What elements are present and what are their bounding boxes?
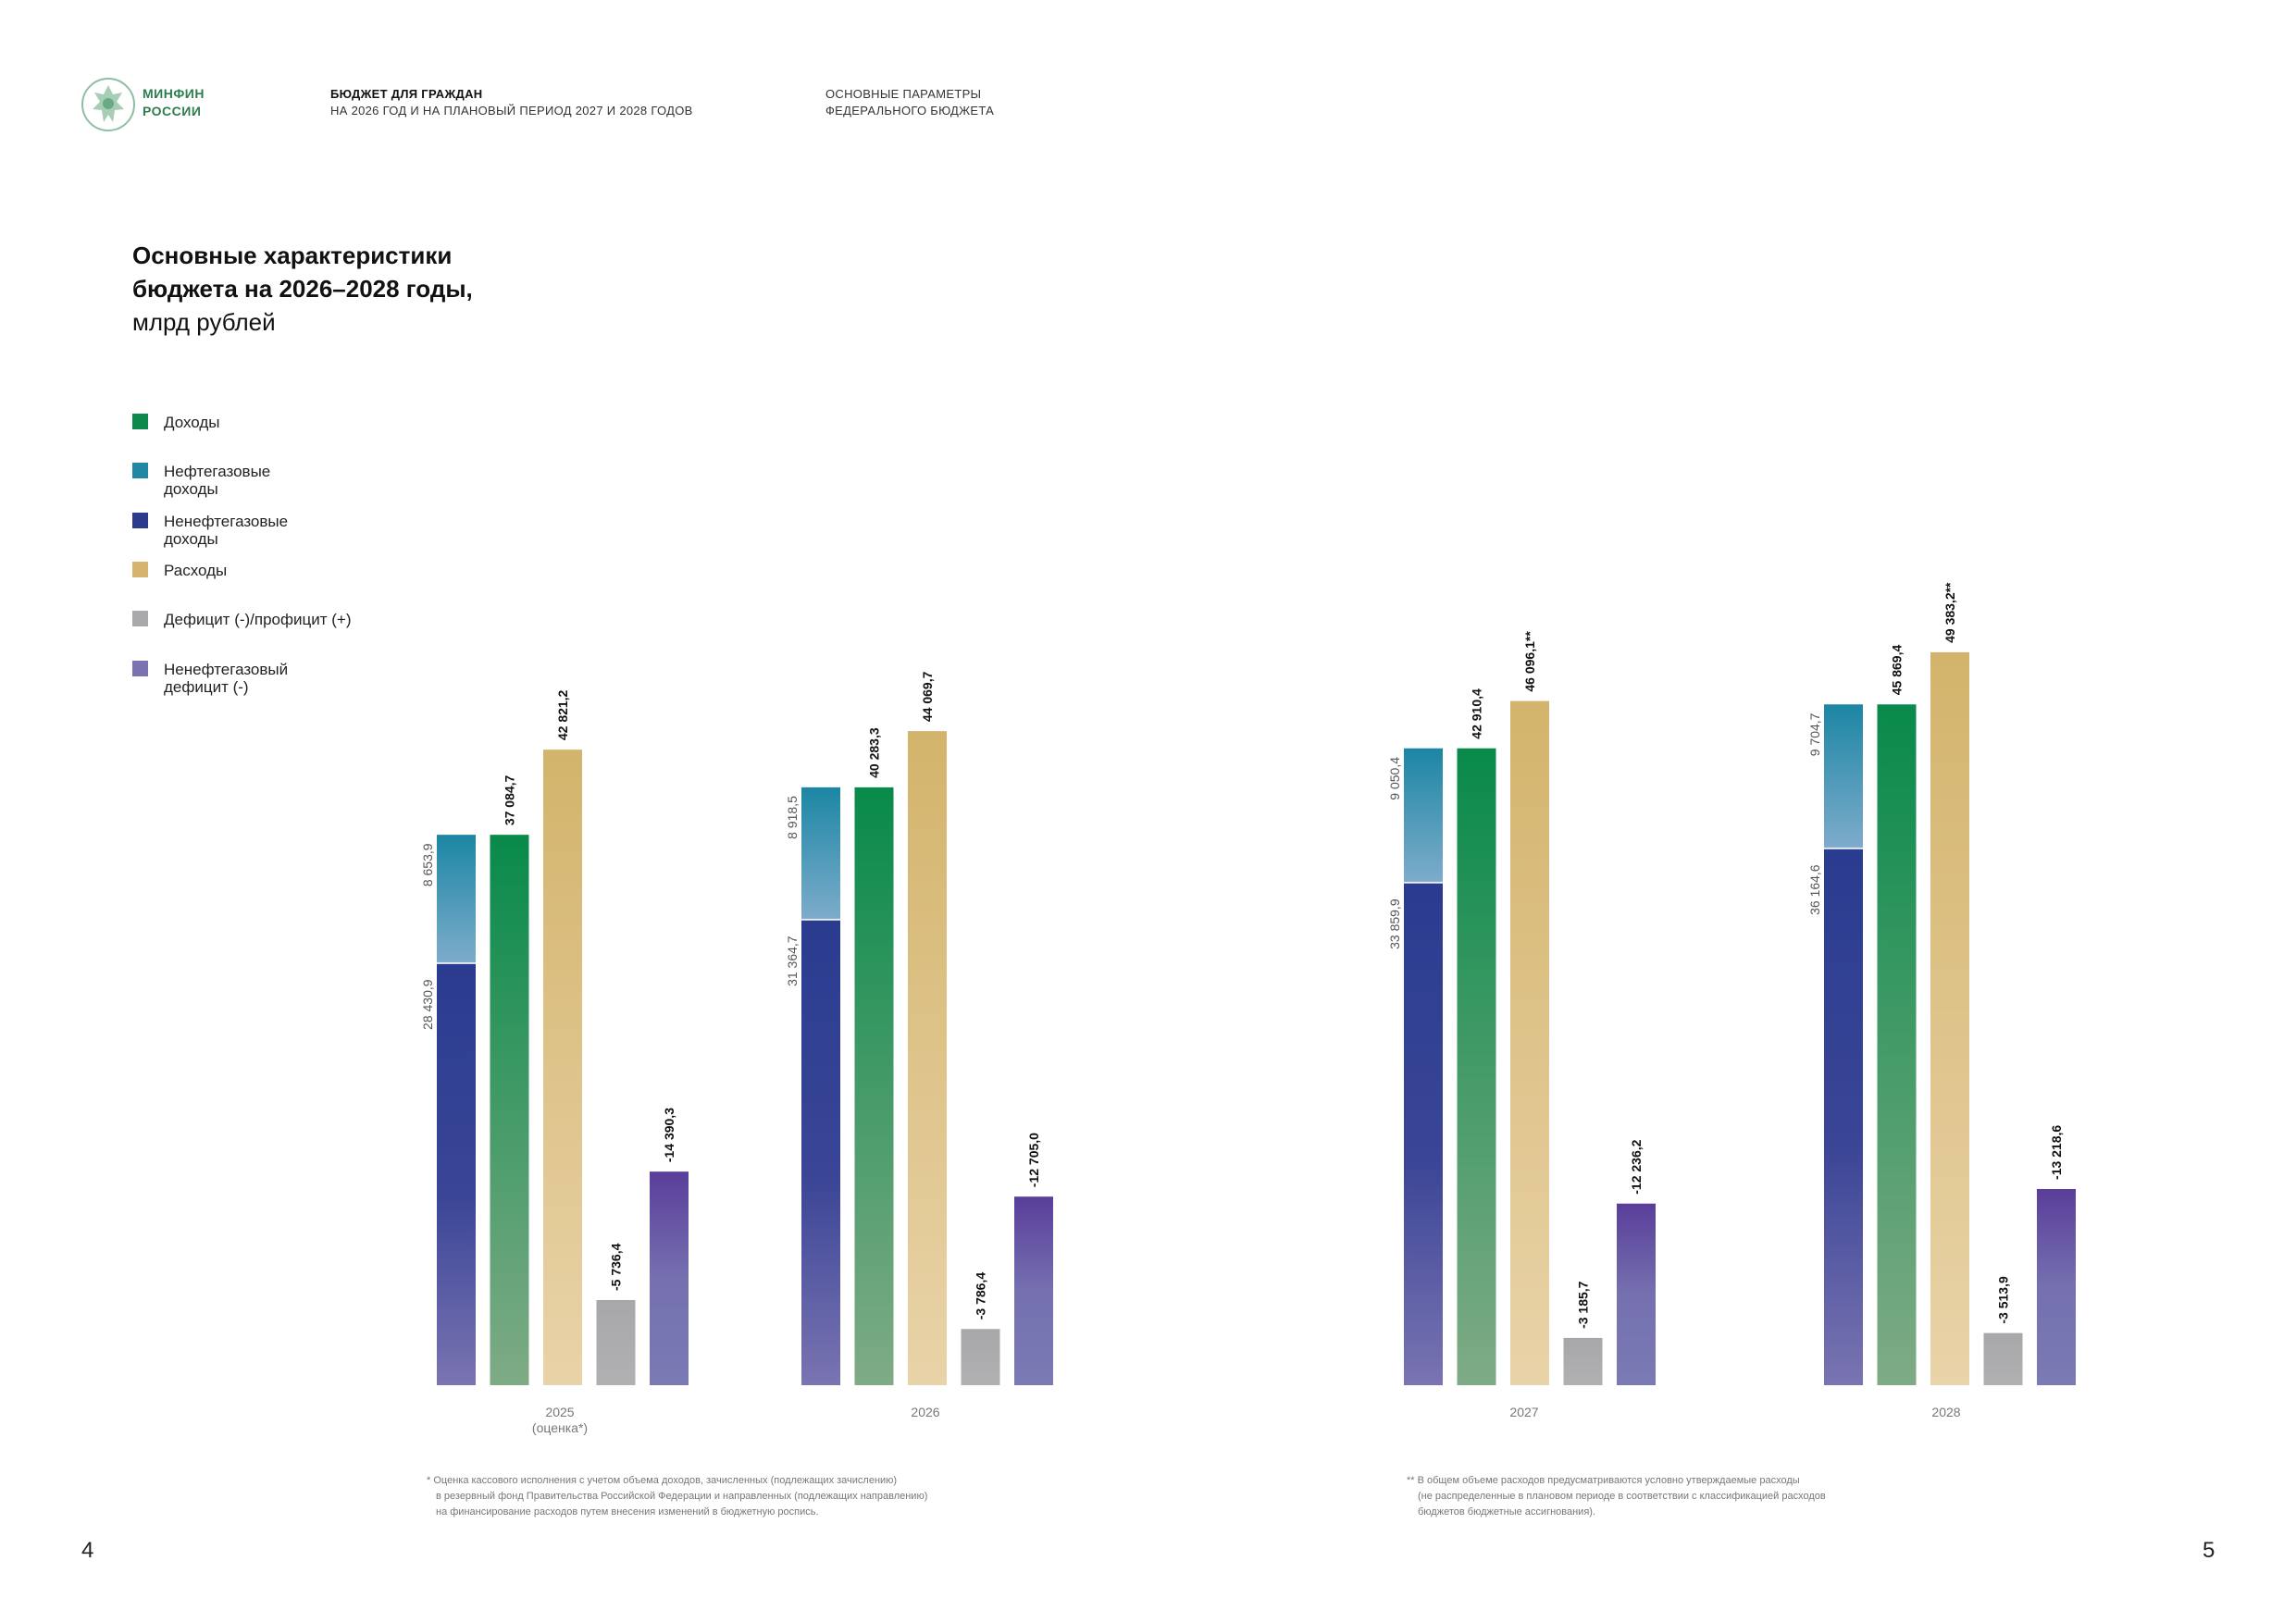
- footnote-line: ** В общем объеме расходов предусматрива…: [1407, 1475, 1800, 1486]
- org-name: МИНФИН РОССИИ: [143, 85, 205, 120]
- bar-nonoil-revenue: [437, 962, 476, 1385]
- bar-nonoil-deficit: [2037, 1188, 2076, 1385]
- x-tick-line: (оценка*): [531, 1420, 589, 1435]
- data-label-expenditure: 46 096,1**: [1522, 631, 1537, 692]
- data-label-nonoil-revenue: 36 164,6: [1807, 864, 1822, 915]
- data-label-nonoil-deficit: -12 236,2: [1629, 1139, 1644, 1194]
- data-label-expenditure: 49 383,2**: [1942, 582, 1957, 643]
- bar-nonoil-revenue: [1824, 848, 1863, 1385]
- bar-deficit: [1983, 1332, 2023, 1385]
- footnote-line: * Оценка кассового исполнения с учетом о…: [427, 1475, 898, 1486]
- bar-deficit: [596, 1299, 636, 1385]
- section-line-1: ОСНОВНЫЕ ПАРАМЕТРЫ: [825, 87, 982, 101]
- org-line-1: МИНФИН: [143, 86, 205, 101]
- data-label-deficit: -3 786,4: [974, 1272, 988, 1320]
- bar-expenditure: [908, 731, 947, 1385]
- bar-nonoil-revenue: [1404, 882, 1443, 1385]
- data-label-nonoil-revenue: 33 859,9: [1387, 898, 1402, 949]
- legend-label: Ненефтегазовый дефицит (-): [164, 661, 289, 696]
- section-line-2: ФЕДЕРАЛЬНОГО БЮДЖЕТА: [825, 104, 995, 118]
- data-label-revenue: 37 084,7: [503, 774, 517, 825]
- chart-unit: млрд рублей: [132, 308, 276, 336]
- data-label-revenue: 42 910,4: [1470, 688, 1484, 739]
- footnote-line: (не распределенные в плановом периоде в …: [1418, 1491, 1826, 1502]
- bar-expenditure: [1930, 651, 1969, 1385]
- x-tick-label: 2028: [1931, 1405, 1961, 1419]
- data-label-deficit: -3 185,7: [1576, 1281, 1591, 1329]
- x-tick-label: 2025 (оценка*): [490, 1405, 629, 1436]
- data-label-oil-revenue: 8 918,5: [785, 796, 800, 839]
- footnote-right: ** В общем объеме расходов предусматрива…: [1407, 1473, 1826, 1520]
- footnote-left: * Оценка кассового исполнения с учетом о…: [427, 1473, 927, 1520]
- data-label-nonoil-deficit: -14 390,3: [662, 1108, 676, 1162]
- bar-nonoil-deficit: [1617, 1203, 1656, 1385]
- footnote-line: на финансирование расходов путем внесени…: [436, 1506, 819, 1518]
- data-label-oil-revenue: 8 653,9: [420, 843, 435, 886]
- bar-revenue: [854, 787, 894, 1385]
- data-label-revenue: 45 869,4: [1890, 645, 1905, 696]
- stack-separator: [1824, 847, 1863, 849]
- bar-revenue: [1457, 748, 1496, 1385]
- chart-title-line-2: бюджета на 2026–2028 годы,: [132, 275, 473, 303]
- chart-title-line-1: Основные характеристики: [132, 242, 453, 269]
- bar-nonoil-revenue: [801, 919, 840, 1385]
- legend-label: Ненефтегазовые доходы: [164, 513, 289, 548]
- legend-swatch: [132, 661, 148, 676]
- data-label-oil-revenue: 9 050,4: [1387, 757, 1402, 800]
- data-label-oil-revenue: 9 704,7: [1807, 712, 1822, 756]
- bar-expenditure: [1510, 700, 1549, 1385]
- stack-separator: [1404, 881, 1443, 884]
- page-number-right: 5: [2203, 1538, 2215, 1563]
- bar-deficit: [1563, 1337, 1603, 1385]
- footnote-line: в резервный фонд Правительства Российско…: [436, 1491, 928, 1502]
- legend-swatch: [132, 414, 148, 429]
- data-label-nonoil-deficit: -12 705,0: [1026, 1133, 1041, 1187]
- bar-oil-revenue: [437, 835, 476, 963]
- bar-oil-revenue: [801, 787, 840, 920]
- bar-oil-revenue: [1824, 704, 1863, 849]
- bar-nonoil-deficit: [650, 1171, 689, 1385]
- data-label-deficit: -3 513,9: [1996, 1276, 2011, 1324]
- x-tick-label: 2027: [1509, 1405, 1539, 1419]
- footnote-line: бюджетов бюджетные ассигнования).: [1418, 1506, 1596, 1518]
- data-label-expenditure: 42 821,2: [555, 689, 570, 740]
- data-label-nonoil-deficit: -13 218,6: [2049, 1125, 2064, 1180]
- chart-title: Основные характеристики бюджета на 2026–…: [132, 239, 473, 339]
- legend-swatch: [132, 611, 148, 626]
- stack-separator: [801, 918, 840, 921]
- x-tick-line: 2025: [545, 1405, 575, 1419]
- x-tick-label: 2026: [911, 1405, 940, 1419]
- legend-label: Дефицит (-)/профицит (+): [164, 611, 352, 628]
- bar-revenue: [490, 835, 529, 1385]
- data-labels-layer: 28 430,9 8 653,9 37 084,7 42 821,2 -5 736,4 -…: [420, 582, 2064, 1329]
- page-number-left: 4: [81, 1538, 94, 1563]
- bar-expenditure: [543, 750, 582, 1385]
- legend-label: Доходы: [164, 414, 220, 431]
- data-label-expenditure: 44 069,7: [920, 671, 935, 722]
- org-line-2: РОССИИ: [143, 104, 202, 118]
- bars-layer: [437, 651, 2076, 1385]
- document-title: БЮДЖЕТ ДЛЯ ГРАЖДАН НА 2026 ГОД И НА ПЛАН…: [330, 86, 693, 119]
- legend-label: Расходы: [164, 562, 228, 579]
- data-label-revenue: 40 283,3: [867, 727, 882, 778]
- bar-revenue: [1877, 704, 1917, 1385]
- data-label-nonoil-revenue: 31 364,7: [785, 935, 800, 986]
- legend-swatch: [132, 562, 148, 577]
- section-title: ОСНОВНЫЕ ПАРАМЕТРЫ ФЕДЕРАЛЬНОГО БЮДЖЕТА: [825, 86, 994, 119]
- legend-label: Нефтегазовые доходы: [164, 463, 271, 498]
- data-label-deficit: -5 736,4: [609, 1243, 624, 1291]
- legend-swatch: [132, 463, 148, 478]
- bar-deficit: [961, 1329, 1000, 1385]
- data-label-nonoil-revenue: 28 430,9: [420, 979, 435, 1030]
- doc-title-bold: БЮДЖЕТ ДЛЯ ГРАЖДАН: [330, 87, 483, 101]
- emblem-icon: [81, 78, 135, 131]
- bar-oil-revenue: [1404, 748, 1443, 883]
- bar-nonoil-deficit: [1014, 1196, 1053, 1385]
- stack-separator: [437, 961, 476, 964]
- doc-title-sub: НА 2026 ГОД И НА ПЛАНОВЫЙ ПЕРИОД 2027 И …: [330, 104, 693, 118]
- legend-swatch: [132, 513, 148, 528]
